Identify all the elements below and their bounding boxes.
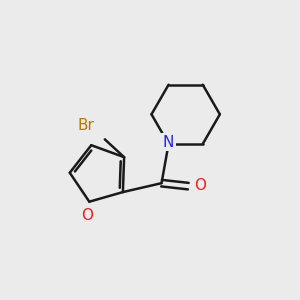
Text: N: N xyxy=(163,135,174,150)
Text: O: O xyxy=(194,178,206,193)
Text: Br: Br xyxy=(77,118,94,133)
Text: O: O xyxy=(81,208,93,223)
